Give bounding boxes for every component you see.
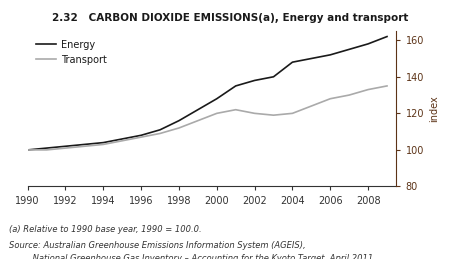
Transport <box>271 114 276 117</box>
Text: National Greenhouse Gas Inventory – Accounting for the Kyoto Target, April 2011.: National Greenhouse Gas Inventory – Acco… <box>9 254 376 259</box>
Transport <box>214 112 219 115</box>
Line: Energy: Energy <box>28 37 387 150</box>
Energy <box>214 97 219 100</box>
Transport <box>384 84 390 88</box>
Energy <box>157 128 163 131</box>
Energy <box>25 148 30 152</box>
Transport <box>44 148 49 152</box>
Y-axis label: index: index <box>430 95 439 122</box>
Energy <box>63 145 68 148</box>
Transport <box>157 132 163 135</box>
Transport <box>252 112 257 115</box>
Energy <box>252 79 257 82</box>
Text: (a) Relative to 1990 base year, 1990 = 100.0.: (a) Relative to 1990 base year, 1990 = 1… <box>9 225 202 234</box>
Transport <box>346 93 352 97</box>
Transport <box>176 126 182 130</box>
Transport <box>233 108 238 111</box>
Transport <box>119 139 125 142</box>
Energy <box>365 42 371 45</box>
Transport <box>82 145 87 148</box>
Legend: Energy, Transport: Energy, Transport <box>33 36 111 69</box>
Energy <box>308 57 314 60</box>
Energy <box>290 61 295 64</box>
Transport <box>365 88 371 91</box>
Energy <box>44 147 49 150</box>
Energy <box>82 143 87 146</box>
Transport <box>25 148 30 152</box>
Line: Transport: Transport <box>28 86 387 150</box>
Energy <box>119 137 125 140</box>
Transport <box>327 97 333 100</box>
Energy <box>138 134 144 137</box>
Energy <box>195 108 201 111</box>
Energy <box>327 53 333 56</box>
Transport <box>63 147 68 150</box>
Transport <box>308 104 314 107</box>
Text: Source: Australian Greenhouse Emissions Information System (AGEIS),: Source: Australian Greenhouse Emissions … <box>9 241 306 250</box>
Energy <box>384 35 390 38</box>
Energy <box>271 75 276 78</box>
Energy <box>176 119 182 122</box>
Transport <box>290 112 295 115</box>
Energy <box>233 84 238 88</box>
Energy <box>346 48 352 51</box>
Energy <box>100 141 106 144</box>
Text: 2.32   CARBON DIOXIDE EMISSIONS(a), Energy and transport: 2.32 CARBON DIOXIDE EMISSIONS(a), Energy… <box>52 13 409 23</box>
Transport <box>195 119 201 122</box>
Transport <box>138 135 144 139</box>
Transport <box>100 143 106 146</box>
